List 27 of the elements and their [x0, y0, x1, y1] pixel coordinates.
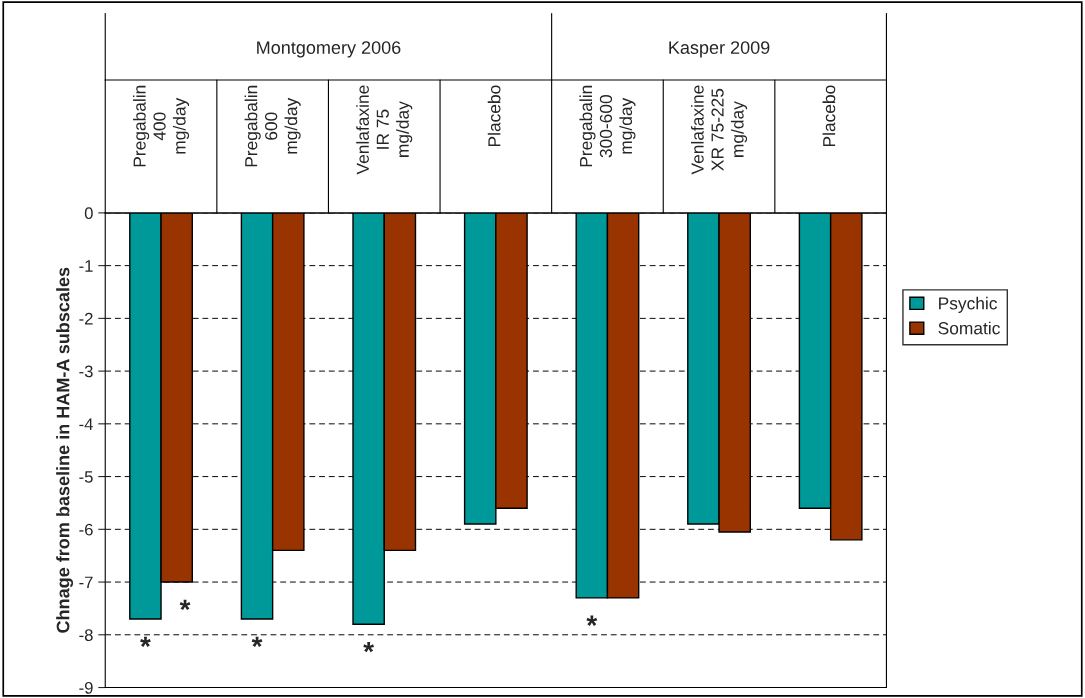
- annotation: *: [179, 599, 191, 611]
- y-tick-label: -1: [79, 260, 93, 272]
- y-tick-label: -9: [79, 681, 93, 694]
- legend-label: Psychic: [939, 296, 998, 313]
- y-tick-label: -8: [79, 629, 93, 641]
- annotation: *: [363, 641, 374, 653]
- x-tick-label: Venlafaxine XR 75-225 mg/day: [690, 85, 748, 175]
- y-tick-label: -4: [79, 418, 93, 430]
- x-tick-label: Placebo: [487, 85, 501, 147]
- legend-label: Somatic: [938, 321, 1000, 335]
- text: Montgomery 2006: [257, 41, 401, 58]
- annotation: *: [586, 615, 598, 626]
- annotation: *: [251, 636, 263, 647]
- y-tick-label: -3: [79, 365, 93, 378]
- x-tick-label: Pregabalin 400 mg/day: [132, 85, 190, 167]
- x-tick-label: Pregabalin 300-600 mg/day: [579, 85, 636, 167]
- y-tick-label: -7: [79, 576, 93, 589]
- x-tick-label: Pregabalin 600 mg/day: [244, 85, 301, 167]
- x-tick-label: Venlafaxine IR 75 mg/day: [356, 85, 413, 175]
- y-axis-title: Chnage from baseline in HAM-A subscales: [56, 267, 74, 633]
- y-tick-label: -5: [79, 471, 93, 483]
- x-tick-label: Placebo: [822, 85, 836, 147]
- annotation: *: [140, 636, 151, 647]
- y-tick-label: 0: [84, 207, 93, 220]
- y-tick-label: -2: [79, 312, 93, 325]
- text: Kasper 2009: [669, 41, 770, 58]
- y-tick-label: -6: [79, 523, 93, 536]
